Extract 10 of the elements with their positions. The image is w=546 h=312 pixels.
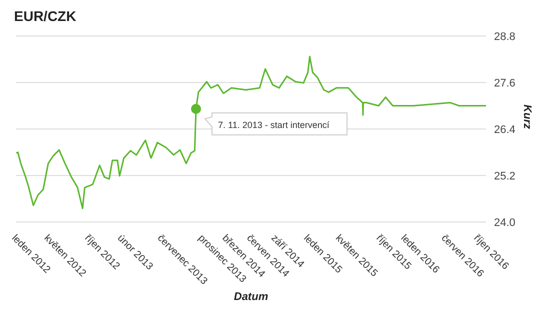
y-tick-label: 28.8 <box>494 30 516 43</box>
y-axis-title: Kurz <box>521 104 534 130</box>
line-series <box>16 56 486 210</box>
y-tick-label: 24.0 <box>494 216 516 229</box>
annotation: 7. 11. 2013 - start intervencí <box>218 120 330 130</box>
y-tick-label: 25.2 <box>494 170 516 182</box>
y-tick-label: 26.4 <box>494 124 516 136</box>
y-tick-label: 27.6 <box>494 77 516 90</box>
x-axis-title: Datum <box>234 291 268 303</box>
chart-title: EUR/CZK <box>14 8 76 24</box>
